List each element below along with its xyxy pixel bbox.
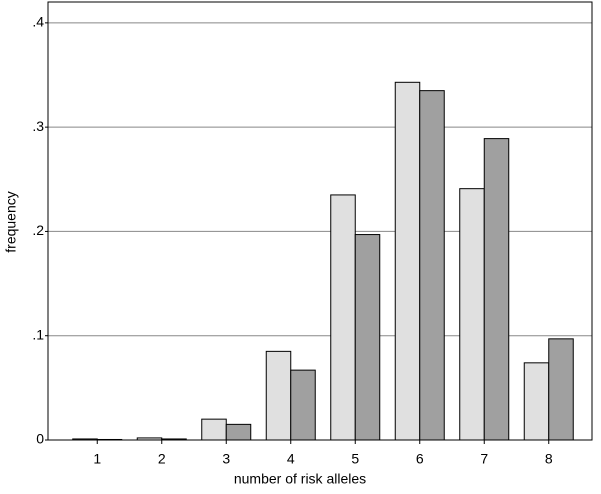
bar	[265, 350, 292, 441]
bar	[290, 369, 316, 441]
bar	[483, 138, 510, 441]
y-axis-label: frequency	[3, 191, 19, 252]
bar	[394, 81, 421, 441]
y-tick-label: 0	[36, 431, 44, 447]
bar	[225, 423, 252, 441]
y-tick-label: .2	[32, 222, 44, 238]
y-tick-label: .1	[32, 326, 44, 342]
x-tick-label: 8	[545, 451, 553, 467]
x-tick-label: 3	[222, 451, 230, 467]
x-tick-label: 2	[158, 451, 166, 467]
bar	[459, 188, 485, 441]
x-tick-label: 7	[480, 451, 488, 467]
x-axis-label: number of risk alleles	[234, 471, 366, 487]
y-tick-label: .4	[32, 14, 44, 30]
bar	[201, 418, 227, 441]
bar	[330, 194, 356, 441]
bar	[354, 234, 381, 441]
bar	[419, 90, 445, 441]
plot-frame	[47, 1, 593, 441]
bar	[523, 362, 550, 441]
x-tick-label: 4	[287, 451, 295, 467]
y-tick-label: .3	[32, 118, 44, 134]
bar	[548, 338, 574, 441]
x-tick-label: 1	[93, 451, 101, 467]
x-tick-label: 6	[416, 451, 424, 467]
x-tick-label: 5	[351, 451, 359, 467]
